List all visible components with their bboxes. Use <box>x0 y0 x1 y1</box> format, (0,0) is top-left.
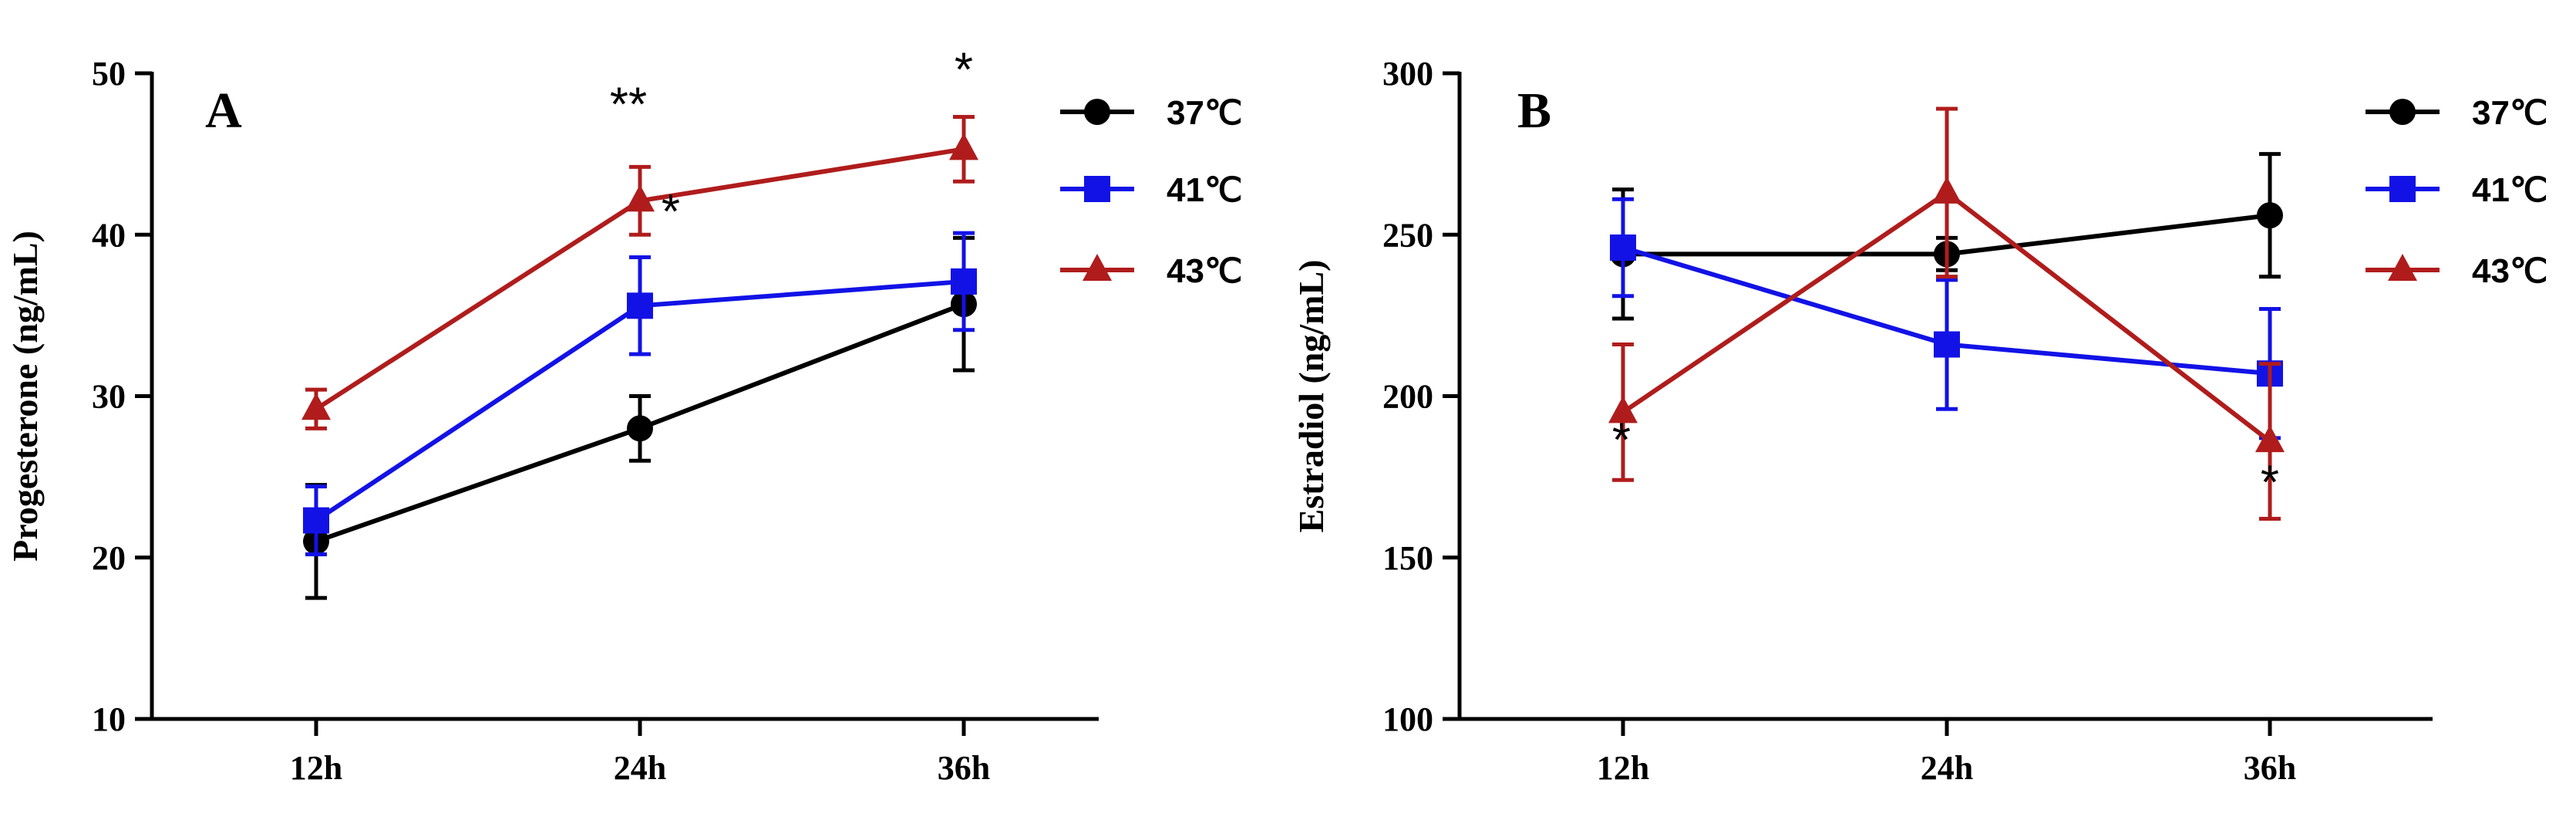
x-tick-label: 12h <box>1597 749 1649 787</box>
y-tick-label: 30 <box>92 378 126 416</box>
legend-label: 43℃ <box>2472 252 2547 290</box>
data-point-circle <box>2257 202 2283 229</box>
data-point-triangle <box>301 393 331 420</box>
data-point-triangle <box>625 184 655 212</box>
data-point-triangle <box>1608 396 1638 423</box>
data-point-square <box>1610 234 1636 261</box>
data-point-triangle <box>2255 425 2285 453</box>
y-tick-label: 20 <box>92 539 126 577</box>
data-point-triangle <box>1932 176 1961 204</box>
legend-marker-triangle <box>1083 254 1112 281</box>
legend-label: 37℃ <box>1167 94 1242 132</box>
chart-panel-a: 10 20 30 40 50 12h 24h 36h Progesterone (ng/mL) A… <box>5 43 1242 787</box>
x-tick-label: 12h <box>290 749 342 787</box>
y-tick-label: 10 <box>92 700 126 738</box>
panel-label: B <box>1517 83 1551 139</box>
legend: 37℃ 41℃ 43℃ <box>2366 94 2547 290</box>
data-point-square <box>1934 331 1960 358</box>
y-tick-label: 300 <box>1382 55 1433 93</box>
y-axis-title: Estradiol (ng/mL) <box>1291 260 1331 533</box>
panel-label: A <box>205 83 242 139</box>
significance-marker: * <box>955 43 973 96</box>
legend-label: 37℃ <box>2472 94 2547 132</box>
series-square <box>1610 197 2283 440</box>
series-triangle <box>1608 106 2285 521</box>
y-tick-label: 40 <box>92 216 126 254</box>
significance-marker: * <box>1612 414 1631 467</box>
x-tick-label: 24h <box>614 749 666 787</box>
y-tick-label: 100 <box>1382 700 1433 738</box>
series-triangle <box>301 114 978 430</box>
y-tick-label: 150 <box>1382 539 1433 577</box>
y-tick-label: 50 <box>92 55 126 93</box>
legend-marker-square <box>1084 176 1110 202</box>
data-point-circle <box>627 415 653 442</box>
data-point-triangle <box>949 133 978 160</box>
significance-marker: * <box>662 186 680 239</box>
significance-marker: * <box>2261 457 2279 510</box>
legend-label: 41℃ <box>2472 171 2547 209</box>
x-tick-label: 24h <box>1921 749 1973 787</box>
x-tick-label: 36h <box>938 749 990 787</box>
y-tick-label: 250 <box>1382 216 1433 254</box>
x-tick-label: 36h <box>2244 749 2296 787</box>
legend-marker-square <box>2389 176 2416 202</box>
legend: 37℃ 41℃ 43℃ <box>1060 94 1242 290</box>
data-point-square <box>951 268 977 295</box>
data-point-square <box>303 507 329 534</box>
legend-label: 43℃ <box>1167 252 1242 290</box>
legend-marker-circle <box>2389 99 2416 125</box>
y-tick-label: 200 <box>1382 378 1433 416</box>
legend-marker-triangle <box>2388 254 2417 281</box>
chart-panel-b: 100 150 200 250 300 12h 24h 36h Estradiol (ng/mL… <box>1291 55 2547 787</box>
legend-marker-circle <box>1084 99 1110 125</box>
legend-label: 41℃ <box>1167 171 1242 209</box>
y-axis-title: Progesterone (ng/mL) <box>5 231 45 562</box>
data-point-square <box>627 292 653 319</box>
series-square <box>303 231 977 557</box>
significance-marker: ** <box>610 78 647 131</box>
